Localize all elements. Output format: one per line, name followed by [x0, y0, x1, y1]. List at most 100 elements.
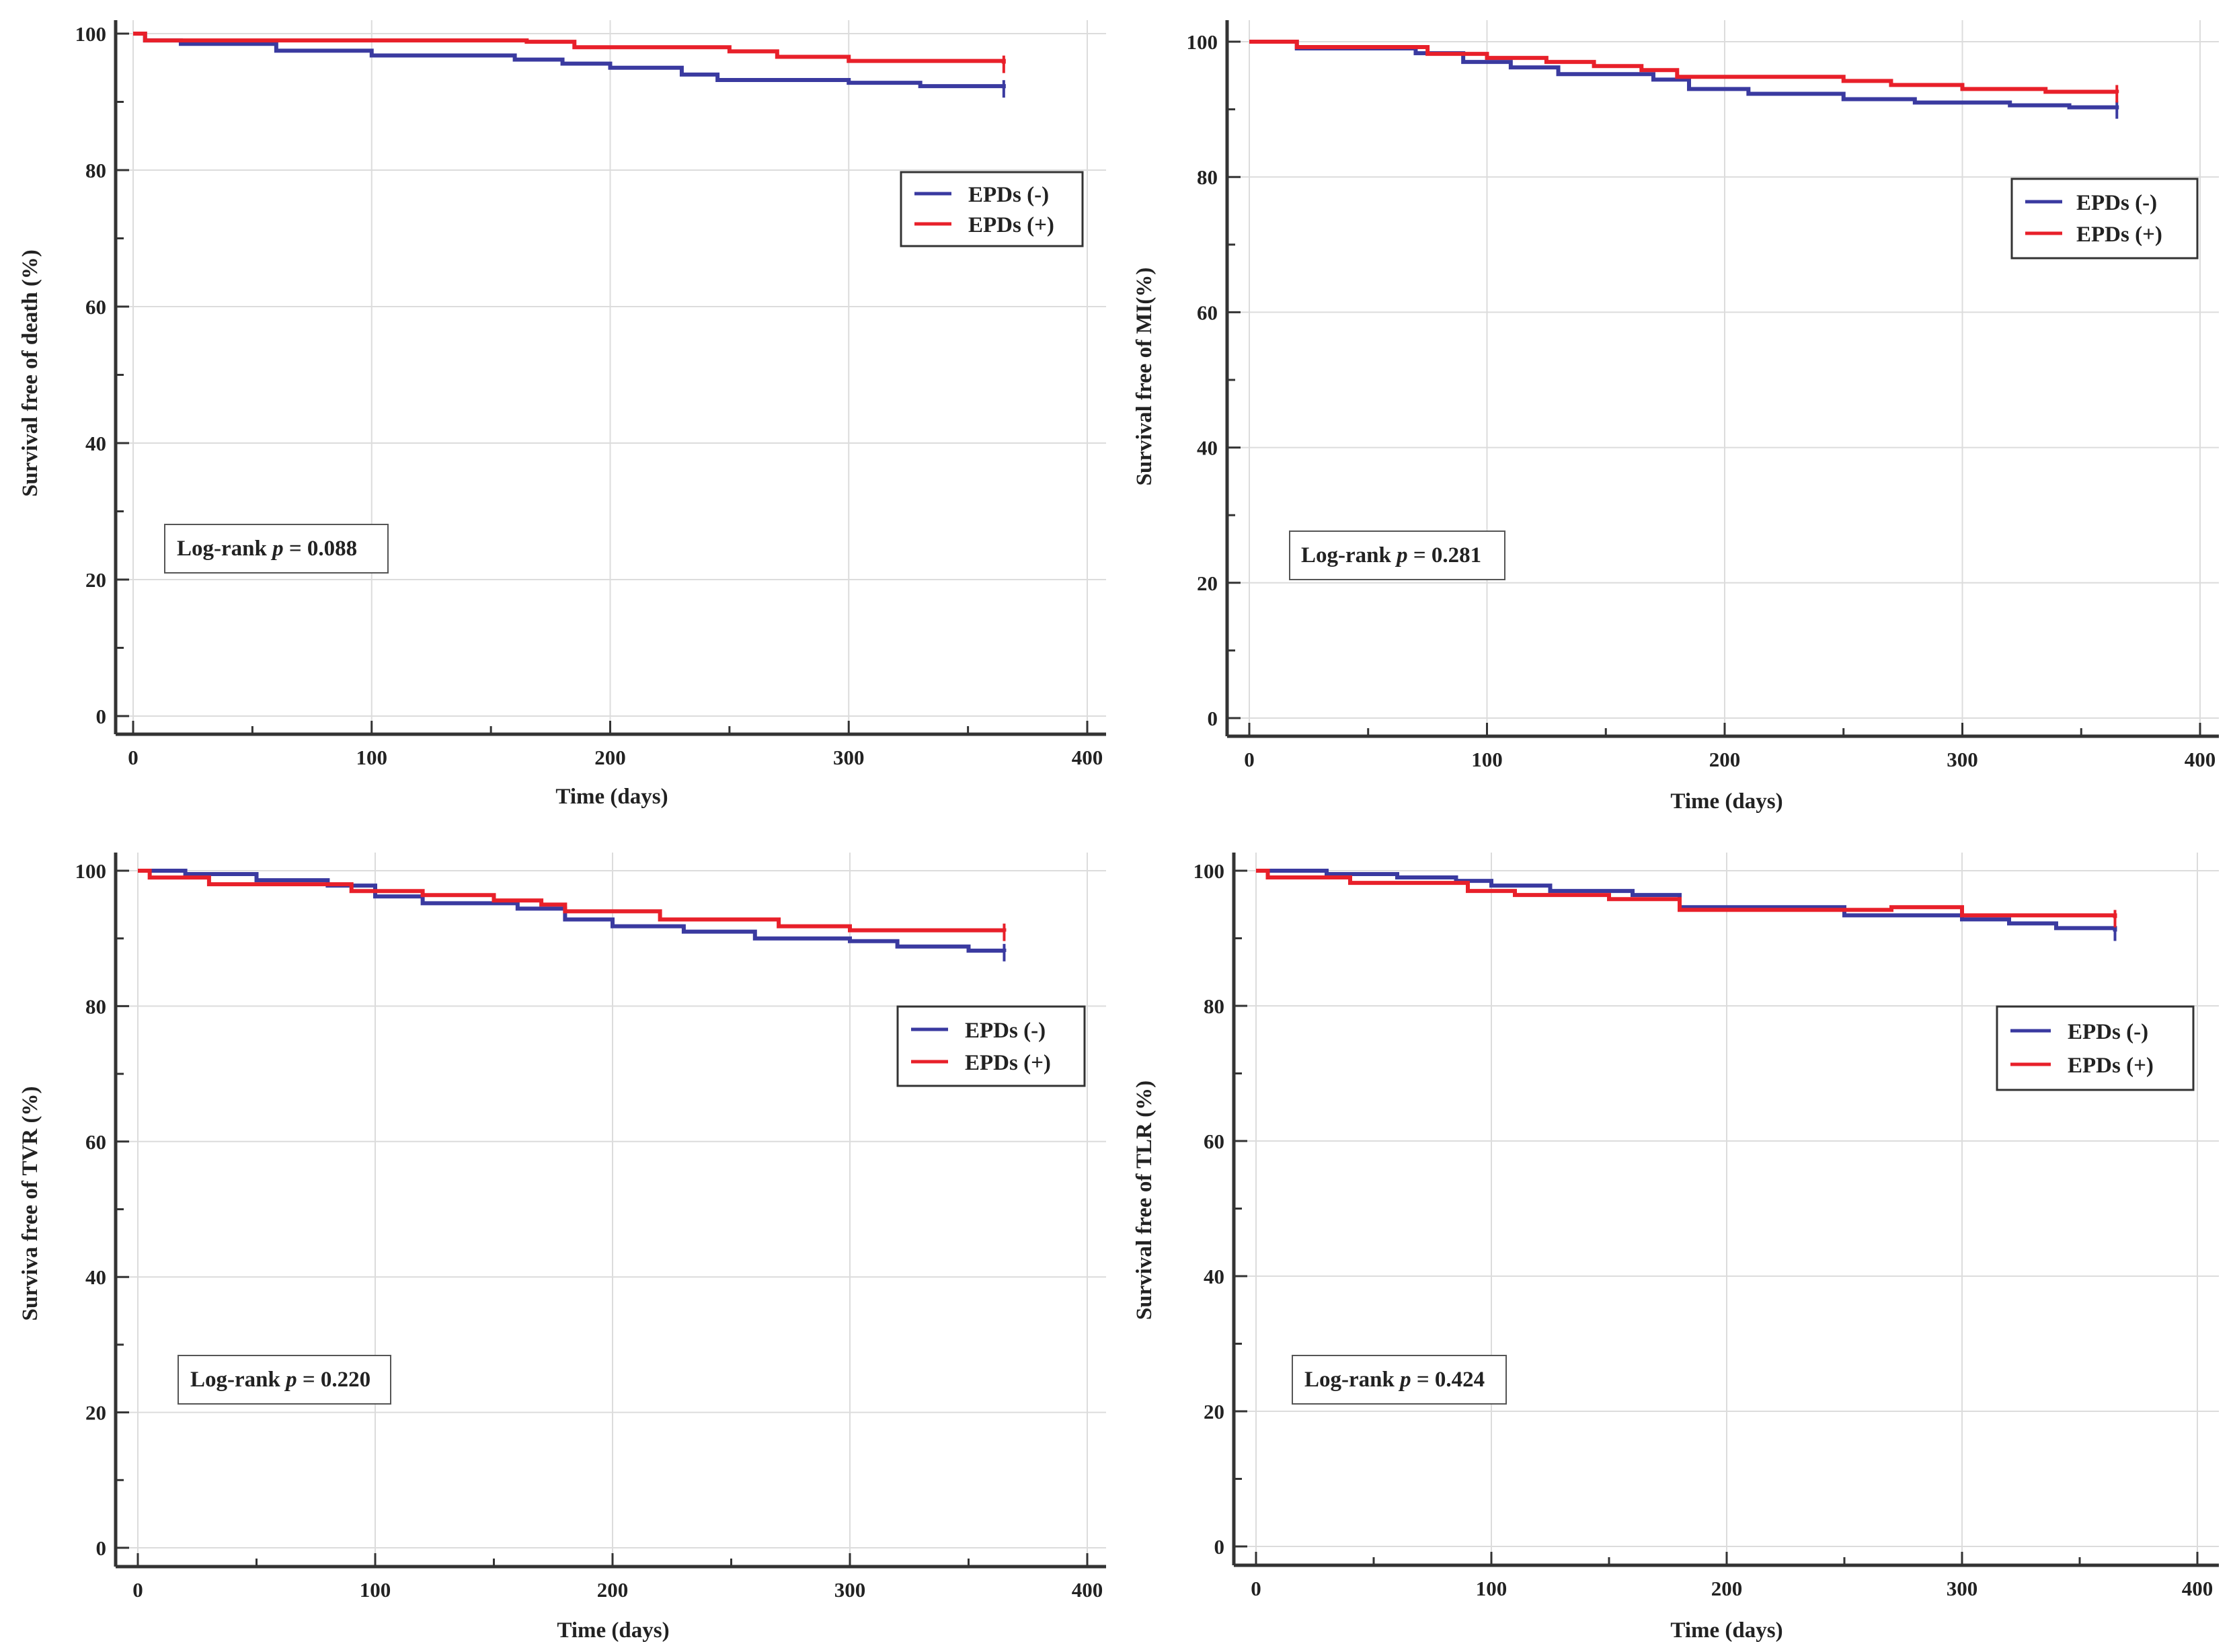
y-tick-label: 0 [1214, 1535, 1225, 1559]
legend: EPDs (-) EPDs (+) [900, 171, 1084, 247]
axes [1232, 853, 2219, 1567]
chart-tlr: 0 100 200 300 400 0 20 40 60 80 100 Time (days) Su… [1132, 853, 2219, 1643]
x-tick-label: 0 [1251, 1577, 1261, 1600]
y-tick-label: 0 [96, 1536, 107, 1560]
legend-label-neg: EPDs (-) [2076, 191, 2157, 215]
svg-text:Log-rank p = 0.088: Log-rank p = 0.088 [177, 537, 357, 561]
curve-epds-pos [1256, 869, 2117, 918]
x-tick-label: 200 [1711, 1577, 1743, 1600]
tick-labels: 0 100 200 300 400 0 20 40 60 80 100 [1187, 30, 2216, 771]
x-tick-label: 0 [128, 746, 139, 769]
y-tick-label: 40 [1197, 436, 1218, 460]
x-tick-label: 400 [2185, 748, 2216, 771]
x-axis-title: Time (days) [557, 1618, 669, 1643]
y-tick-label: 60 [85, 1130, 106, 1154]
chart-mi: 0 100 200 300 400 0 20 40 60 80 100 Time (days) Su… [1132, 20, 2219, 814]
axes [114, 20, 1106, 736]
logrank-p: p [1395, 543, 1408, 567]
x-axis-title: Time (days) [555, 785, 668, 809]
svg-text:Log-rank p = 0.424: Log-rank p = 0.424 [1304, 1368, 1485, 1392]
logrank-prefix: Log-rank [190, 1368, 286, 1392]
logrank-box: Log-rank p = 0.424 [1292, 1355, 1507, 1405]
y-axis-title: Survival free of death (%) [18, 249, 42, 497]
y-tick-label: 60 [85, 295, 106, 319]
gridlines [116, 853, 1106, 1567]
y-tick-label: 0 [96, 705, 107, 728]
chart-tvr: 0 100 200 300 400 0 20 40 60 80 100 Time (days) Su… [18, 853, 1106, 1643]
y-tick-label: 80 [1204, 994, 1224, 1018]
y-tick-label: 60 [1204, 1130, 1224, 1153]
x-tick-label: 300 [833, 746, 865, 769]
legend-label-neg: EPDs (-) [2068, 1020, 2148, 1044]
x-tick-label: 300 [1947, 1577, 1978, 1600]
y-axis-title: Surviva free of TVR (%) [18, 1087, 42, 1321]
logrank-box: Log-rank p = 0.220 [178, 1355, 391, 1405]
y-tick-label: 40 [85, 432, 106, 455]
legend-label-neg: EPDs (-) [965, 1019, 1046, 1043]
legend-label-neg: EPDs (-) [968, 183, 1049, 207]
y-tick-label: 20 [85, 568, 106, 592]
curve-epds-pos [138, 869, 1007, 933]
x-tick-label: 100 [1476, 1577, 1507, 1600]
x-tick-label: 400 [2182, 1577, 2214, 1600]
y-tick-label: 0 [1208, 707, 1218, 730]
logrank-value: = 0.281 [1408, 543, 1482, 567]
survival-curves [133, 32, 1006, 98]
tick-labels: 0 100 200 300 400 0 20 40 60 80 100 [1193, 859, 2214, 1600]
y-tick-label: 100 [1193, 859, 1225, 883]
axes [114, 853, 1106, 1569]
legend: EPDs (-) EPDs (+) [896, 1005, 1086, 1087]
logrank-prefix: Log-rank [1301, 543, 1397, 567]
x-tick-label: 200 [1709, 748, 1741, 771]
chart-death: 0 100 200 300 400 0 20 40 60 80 100 Time (days) Su… [18, 20, 1106, 809]
gridlines [1227, 20, 2219, 736]
x-axis-title: Time (days) [1670, 1618, 1783, 1643]
y-axis-title: Survival free of MI(%) [1132, 268, 1157, 486]
logrank-p: p [1398, 1368, 1411, 1392]
y-tick-label: 20 [1204, 1400, 1224, 1423]
y-tick-label: 80 [85, 994, 106, 1018]
survival-curves [1256, 869, 2117, 941]
axes [1225, 20, 2219, 738]
logrank-value: = 0.220 [297, 1368, 371, 1392]
x-tick-label: 400 [1072, 1578, 1103, 1602]
legend: EPDs (-) EPDs (+) [2010, 178, 2199, 260]
x-tick-label: 200 [597, 1578, 629, 1602]
logrank-p: p [284, 1368, 297, 1392]
logrank-value: = 0.424 [1411, 1368, 1485, 1392]
svg-text:Log-rank p = 0.281: Log-rank p = 0.281 [1301, 543, 1481, 567]
x-axis-title: Time (days) [1670, 789, 1783, 814]
y-tick-label: 60 [1197, 301, 1218, 324]
x-tick-label: 100 [356, 746, 388, 769]
gridlines [116, 20, 1106, 734]
logrank-value: = 0.088 [284, 537, 358, 561]
logrank-box: Log-rank p = 0.088 [164, 524, 389, 574]
y-tick-label: 100 [75, 22, 107, 46]
legend-label-pos: EPDs (+) [2076, 223, 2162, 247]
curve-epds-neg [1256, 869, 2117, 932]
curve-epds-pos [1249, 40, 2119, 94]
x-tick-label: 0 [132, 1578, 143, 1602]
survival-curves [138, 869, 1007, 961]
svg-text:Log-rank p = 0.220: Log-rank p = 0.220 [190, 1368, 370, 1392]
x-tick-label: 400 [1072, 746, 1103, 769]
y-axis-title: Survival free of TLR (%) [1132, 1080, 1157, 1320]
y-tick-label: 100 [1187, 30, 1218, 54]
logrank-box: Log-rank p = 0.281 [1289, 530, 1505, 580]
legend-label-pos: EPDs (+) [2068, 1054, 2154, 1078]
y-tick-label: 80 [1197, 165, 1218, 189]
x-tick-label: 100 [360, 1578, 391, 1602]
y-tick-label: 40 [1204, 1265, 1224, 1288]
tick-labels: 0 100 200 300 400 0 20 40 60 80 100 [75, 859, 1103, 1602]
gridlines [1234, 853, 2219, 1565]
logrank-p: p [270, 537, 284, 561]
curve-epds-neg [138, 869, 1007, 953]
x-tick-label: 200 [594, 746, 626, 769]
x-tick-label: 300 [834, 1578, 866, 1602]
survival-curves [1249, 40, 2119, 119]
x-tick-label: 100 [1471, 748, 1503, 771]
y-tick-label: 80 [85, 159, 106, 182]
y-tick-label: 40 [85, 1265, 106, 1289]
y-tick-label: 20 [85, 1401, 106, 1425]
